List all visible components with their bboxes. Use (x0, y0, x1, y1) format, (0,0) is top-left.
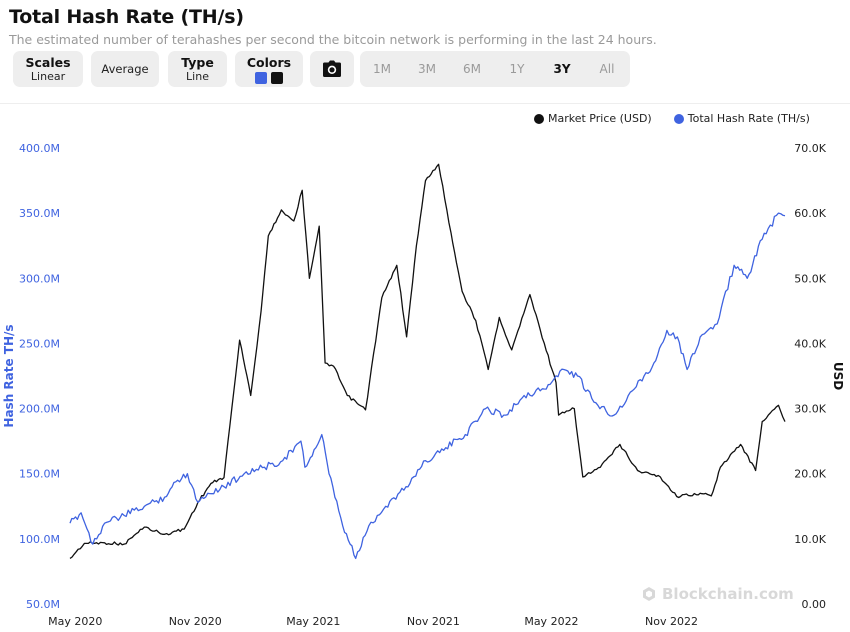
page-title: Total Hash Rate (TH/s) (9, 6, 244, 28)
x-tick-label: May 2020 (48, 615, 102, 628)
header-divider (0, 103, 850, 104)
y-left-tick-label: 200.0M (19, 403, 60, 416)
x-tick-label: Nov 2021 (407, 615, 460, 628)
legend-dot-market-price (534, 113, 544, 124)
market-price-color-swatch[interactable] (271, 71, 283, 84)
range-1m[interactable]: 1M (373, 62, 391, 76)
legend-label-hash-rate: Total Hash Rate (TH/s) (687, 112, 810, 125)
time-range-selector: 1M 3M 6M 1Y 3Y All (360, 51, 630, 87)
range-6m[interactable]: 6M (463, 62, 481, 76)
market-price-series-line (69, 163, 786, 559)
y-right-tick-label: 60.0K (794, 207, 826, 220)
range-all[interactable]: All (599, 62, 615, 76)
camera-icon (323, 60, 341, 77)
y-left-tick-label: 250.0M (19, 337, 60, 350)
y-left-tick-label: 150.0M (19, 468, 60, 481)
y-left-tick-label: 400.0M (19, 142, 60, 155)
scales-label: Scales (25, 55, 71, 70)
range-3y[interactable]: 3Y (553, 62, 571, 76)
y-left-tick-label: 300.0M (19, 272, 60, 285)
range-3m[interactable]: 3M (418, 62, 436, 76)
y-left-tick-label: 100.0M (19, 533, 60, 546)
watermark-text: Blockchain.com (662, 585, 794, 603)
y-left-tick-label: 50.0M (26, 598, 60, 611)
y-right-tick-label: 30.0K (794, 403, 826, 416)
colors-label: Colors (246, 54, 292, 70)
legend-dot-hash-rate (673, 113, 684, 124)
legend-label-market-price: Market Price (USD) (548, 112, 652, 125)
page-subtitle: The estimated number of terahashes per s… (9, 32, 657, 47)
blockchain-logo-icon (643, 587, 655, 601)
y-right-tick-label: 20.0K (794, 468, 826, 481)
scales-button[interactable]: Scales Linear (13, 51, 83, 87)
legend-item-market-price[interactable]: Market Price (USD) (534, 112, 652, 125)
hash-rate-series-line (69, 212, 786, 560)
y-left-tick-label: 350.0M (19, 207, 60, 220)
x-tick-label: Nov 2020 (169, 615, 222, 628)
y-right-tick-label: 0.00 (802, 598, 827, 611)
hash-rate-color-swatch[interactable] (255, 71, 267, 84)
y-right-tick-label: 10.0K (794, 533, 826, 546)
chart-legend: Market Price (USD) Total Hash Rate (TH/s… (534, 112, 832, 125)
range-1y[interactable]: 1Y (509, 62, 525, 76)
average-button[interactable]: Average (91, 51, 159, 87)
y-left-axis-title: Hash Rate TH/s (2, 324, 16, 427)
scales-value: Linear (30, 70, 66, 83)
y-right-tick-label: 40.0K (794, 337, 826, 350)
x-tick-label: Nov 2022 (645, 615, 698, 628)
type-button[interactable]: Type Line (168, 51, 227, 87)
x-tick-label: May 2022 (524, 615, 578, 628)
average-label: Average (101, 62, 149, 76)
x-tick-label: May 2021 (286, 615, 340, 628)
y-right-tick-label: 70.0K (794, 142, 826, 155)
y-right-tick-label: 50.0K (794, 272, 826, 285)
type-label: Type (181, 55, 214, 70)
y-right-axis-title: USD (831, 362, 845, 390)
legend-item-hash-rate[interactable]: Total Hash Rate (TH/s) (673, 112, 810, 125)
type-value: Line (186, 70, 209, 83)
screenshot-button[interactable] (310, 51, 354, 87)
colors-button[interactable]: Colors (235, 51, 303, 87)
blockchain-watermark: Blockchain.com (641, 585, 794, 603)
